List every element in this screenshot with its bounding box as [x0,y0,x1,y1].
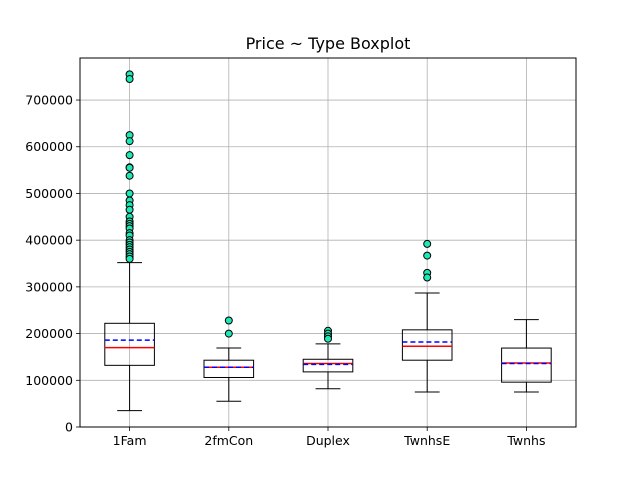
box-iqr [501,347,552,383]
x-tick-label: 2fmCon [204,433,253,448]
flier-point [324,334,332,343]
flier-point [224,316,233,325]
x-tick-label: TwnhsE [403,433,450,448]
y-tick-label: 0 [65,420,73,435]
flier-point [423,273,432,282]
box-group-Duplex [302,326,354,390]
flier-point [125,189,134,198]
y-tick-label: 200000 [25,326,73,341]
flier-point [423,251,432,260]
box-group-Twnhs [501,319,552,393]
flier-point [125,171,134,180]
y-tick-label: 500000 [25,186,73,201]
box-iqr [401,329,453,361]
flier-point [125,151,134,160]
x-tick-label: 1Fam [113,433,147,448]
box-group-1Fam [104,70,155,412]
x-tick-label: Duplex [306,433,350,448]
y-tick-label: 600000 [25,139,73,154]
box-group-TwnhsE [401,239,453,393]
flier-point [125,254,134,263]
grid-layer [80,58,576,428]
flier-point [125,163,134,172]
box-layer [104,70,552,412]
y-tick-label: 300000 [25,279,73,294]
flier-point [125,137,134,146]
flier-point [423,239,432,248]
box-group-2fmCon [203,316,255,402]
y-tick-label: 100000 [25,373,73,388]
y-tick-label: 700000 [25,93,73,108]
y-tick-label: 400000 [25,233,73,248]
flier-point [125,205,134,214]
x-tick-label: Twnhs [506,433,545,448]
flier-point [125,75,134,84]
tick-layer: 0 100000 200000 300000 400000 500000 600000 700… [25,93,545,448]
box-iqr [302,358,354,373]
box-iqr [203,359,255,378]
flier-point [224,329,233,338]
box-iqr [104,322,155,366]
chart-title: Price ~ Type Boxplot [246,34,411,53]
